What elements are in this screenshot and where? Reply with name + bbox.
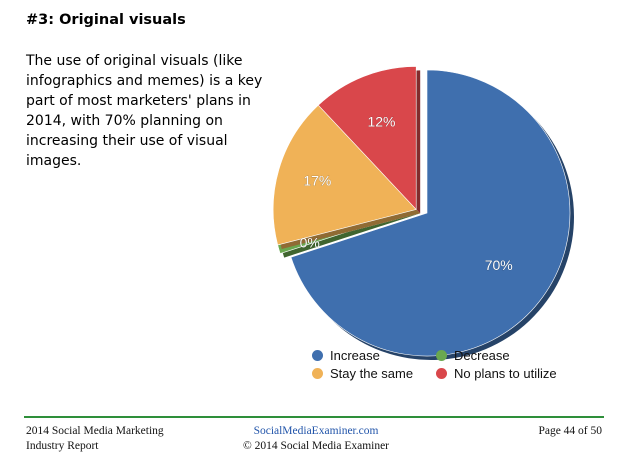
legend-swatch-stay-the-same xyxy=(312,368,323,379)
pie-slice-increase xyxy=(290,69,571,357)
legend-swatch-no-plans xyxy=(436,368,447,379)
footer-page-number: Page 44 of 50 xyxy=(538,425,602,437)
footer-site: SocialMediaExaminer.com © 2014 Social Me… xyxy=(216,424,416,454)
legend-label-stay-the-same: Stay the same xyxy=(330,366,414,381)
legend-item-stay-the-same: Stay the same xyxy=(312,366,436,381)
pie-slice-depth-decrease xyxy=(281,213,421,258)
legend-label-no-plans: No plans to utilize xyxy=(454,366,557,381)
legend-swatch-decrease xyxy=(436,350,447,361)
pie-label-increase: 70% xyxy=(485,257,513,273)
legend-item-no-plans: No plans to utilize xyxy=(436,366,576,381)
section-heading: #3: Original visuals xyxy=(26,12,186,28)
section-body-text: The use of original visuals (like infogr… xyxy=(26,53,263,169)
legend-label-decrease: Decrease xyxy=(454,348,510,363)
footer-copyright: © 2014 Social Media Examiner xyxy=(242,440,390,452)
pie-label-stay-the-same: 17% xyxy=(303,173,331,189)
footer-divider xyxy=(24,416,604,418)
pie-slice-stay-the-same xyxy=(272,104,417,246)
pie-label-decrease: 0% xyxy=(300,235,320,251)
legend-swatch-increase xyxy=(312,350,323,361)
footer-report-name: 2014 Social Media Marketing Industry Rep… xyxy=(26,424,206,454)
legend-item-increase: Increase xyxy=(312,348,436,363)
pie-slice-no-plans xyxy=(317,66,417,211)
footer-report-line1: 2014 Social Media Marketing xyxy=(26,425,164,437)
footer-site-link[interactable]: SocialMediaExaminer.com xyxy=(253,425,379,437)
legend-item-decrease: Decrease xyxy=(436,348,576,363)
pie-label-no-plans: 12% xyxy=(367,114,395,130)
footer-report-line2: Industry Report xyxy=(26,440,99,452)
chart-legend: Increase Decrease Stay the same No plans… xyxy=(312,348,582,381)
legend-label-increase: Increase xyxy=(330,348,380,363)
